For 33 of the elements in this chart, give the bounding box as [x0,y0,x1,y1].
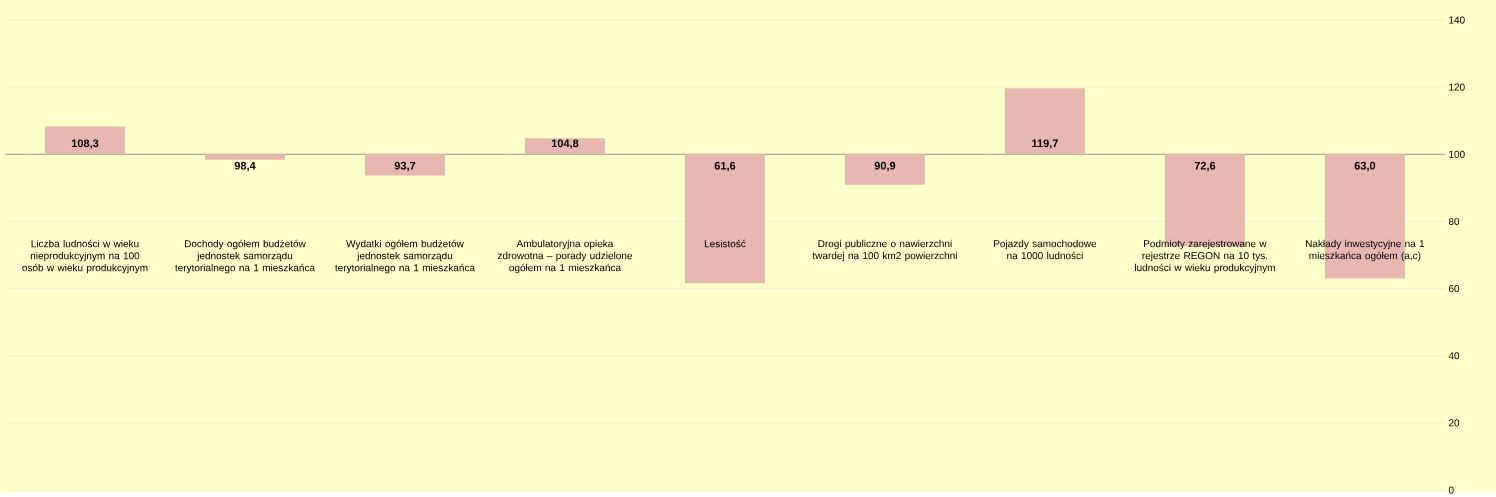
x-tick-label: Dochody ogółem budżetów jednostek samorządu terytorialnego na 1 mieszkańca [175,239,315,274]
bar [684,154,765,284]
bar [204,154,285,160]
y-tick-label: 20 [1448,419,1460,427]
data-label: 108,3 [71,139,99,149]
data-label: 104,8 [551,139,579,149]
x-tick-label: Liczba ludności w wieku nieprodukcyjnym na 100 osób w wieku produkcyjnym [22,239,148,274]
y-tick-label: 40 [1448,352,1460,360]
x-tick-label: Nakłady inwestycyjne na 1 mieszkańca ogółem (a,c) [1305,239,1425,262]
x-tick-label: Ambulatoryjna opieka zdrowotna – porady udzielone ogółem na 1 mieszkańca [497,239,633,274]
y-tick-label: 60 [1448,285,1460,293]
x-tick-label: Podmioty zarejestrowane w rejestrze REGON na 10 tys. ludności w wieku produkcyjnym [1135,239,1275,274]
y-tick-label: 120 [1449,83,1465,91]
x-tick-label: Pojazdy samochodowe na 1000 ludności [994,239,1097,260]
data-label: 90,9 [874,161,896,172]
data-label: 63,0 [1354,161,1376,172]
x-tick-label: Lesistość [704,239,746,248]
data-label: 72,6 [1194,161,1216,172]
data-label: 98,4 [234,161,256,172]
y-tick-label: 0 [1448,486,1454,494]
x-tick-label: Drogi publiczne o nawierzchni twardej na 100 km2 powierzchni [812,239,957,262]
data-label: 93,7 [394,161,416,172]
bar [364,154,445,176]
data-label: 61,6 [714,161,736,172]
bar [1004,88,1085,155]
bar [524,138,605,155]
y-tick-label: 140 [1449,16,1465,24]
y-tick-label: 80 [1448,217,1460,226]
x-tick-label: Wydatki ogółem budżetów jednostek samorządu terytorialnego na 1 mieszkańca [335,239,475,274]
y-tick-label: 100 [1449,150,1465,158]
data-label: 119,7 [1032,139,1058,149]
bar [45,126,125,155]
bar [844,154,925,185]
